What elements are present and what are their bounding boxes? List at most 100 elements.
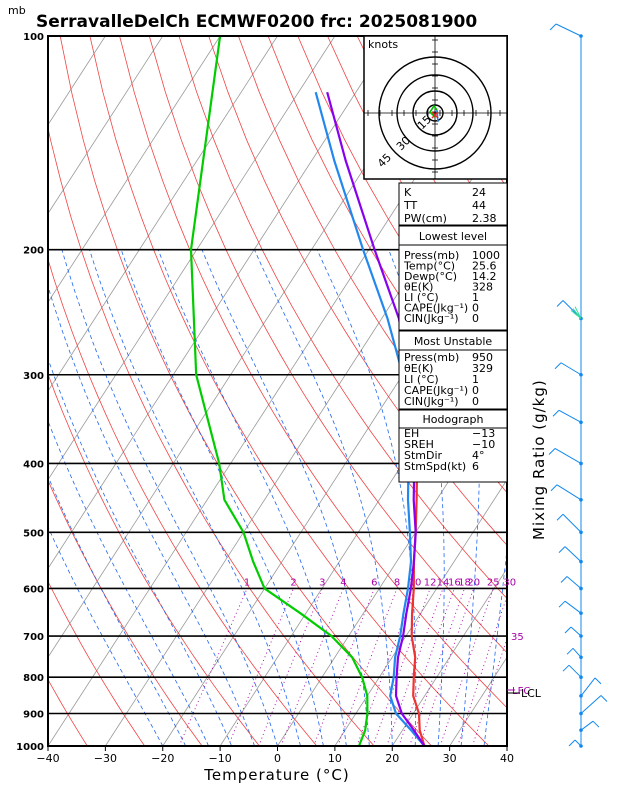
index-label-k: K (404, 186, 412, 199)
wind-barb-dot (579, 744, 583, 748)
isotherm-line (48, 36, 278, 392)
wind-barb-flag (564, 626, 572, 634)
wind-barb (562, 513, 582, 533)
lowest-level-row-value: 0 (472, 312, 479, 325)
pressure-tick-label: 500 (23, 528, 44, 539)
moist-adiabat (48, 419, 209, 746)
wind-barb-flag (556, 513, 564, 521)
dry-adiabat (48, 373, 260, 746)
mixing-ratio-line (227, 588, 294, 746)
hodograph-label: knots (368, 38, 398, 51)
mixing-ratio-label: 30 (503, 577, 516, 588)
pressure-tick-label: 400 (23, 459, 44, 470)
lowest-level-row-value: 0 (472, 302, 479, 315)
storm-motion-marker (431, 111, 439, 119)
wind-barb-dot (579, 586, 583, 591)
moist-adiabat (120, 249, 324, 746)
lowest-level-row-label: Press(mb) (404, 249, 459, 262)
x-tick-label: −30 (94, 752, 117, 765)
wind-barb-flag (552, 409, 560, 417)
wind-barb (580, 695, 602, 714)
lowest-level-row-label: Dewp(°C) (404, 270, 457, 283)
isotherm-line (48, 36, 221, 303)
dry-adiabat (565, 36, 618, 746)
wind-barb-flag (550, 484, 558, 492)
mixing-ratio-label: 4 (340, 577, 346, 588)
most-unstable-title: Most Unstable (414, 335, 493, 348)
wind-barb-flag (558, 600, 566, 608)
wind-barb (572, 647, 582, 658)
profile-line-1 (189, 36, 369, 746)
wind-barb-flag (549, 23, 557, 31)
mixing-ratio-label: 18 (458, 577, 471, 588)
lowest-level-row-label: θE(K) (404, 281, 433, 294)
dry-adiabat (48, 678, 88, 746)
x-tick-label: 10 (328, 752, 342, 765)
wind-barb-dot (579, 461, 583, 466)
indices-table: K 24 TT 44 PW(cm) 2.38 Lowest level Pres… (398, 182, 508, 483)
most-unstable-row-value: 0 (472, 384, 479, 397)
x-tick-label: 0 (274, 752, 281, 765)
isotherm-line (48, 36, 106, 126)
lowest-level-row-label: Temp(°C) (403, 260, 455, 273)
mixing-ratio-line (258, 588, 323, 746)
wind-barb-dot (579, 559, 583, 564)
most-unstable-row-value: 0 (472, 395, 479, 408)
most-unstable-row-label: CIN(Jkg⁻¹) (404, 395, 459, 408)
dry-adiabat (119, 36, 507, 709)
profile-line-2 (314, 91, 426, 746)
lowest-level-row-label: LI (°C) (404, 291, 439, 304)
hodograph-stats-row-value: −10 (472, 438, 495, 451)
mixing-ratio-label: 25 (487, 577, 500, 588)
lowest-level-box (398, 225, 508, 331)
wind-barb (555, 23, 582, 37)
wind-barb-flag (562, 664, 570, 672)
mixing-ratio-line (457, 595, 507, 746)
mixing-ratio-label: 12 (424, 577, 437, 588)
wind-barb-dot (579, 655, 583, 660)
wind-barb (554, 448, 582, 464)
lowest-level-row-value: 25.6 (472, 260, 497, 273)
lowest-level-row-value: 1000 (472, 249, 500, 262)
dry-adiabat (238, 36, 507, 494)
wind-barb (564, 546, 582, 563)
index-label-tt: TT (403, 199, 418, 212)
wind-barb-dot (579, 497, 583, 502)
most-unstable-row-value: 329 (472, 362, 493, 375)
moist-adiabat (483, 545, 507, 746)
wind-barb-dot (579, 372, 583, 377)
isotherm-line (162, 212, 507, 746)
hodograph-stats-title: Hodograph (423, 413, 484, 426)
wind-barb-dot (579, 728, 583, 732)
mixing-ratio-label: 35 (511, 632, 524, 643)
index-value-tt: 44 (472, 199, 486, 212)
x-tick-label: 20 (385, 752, 399, 765)
lowest-level-row-label: CIN(Jkg⁻¹) (404, 312, 459, 325)
background-lines (48, 36, 618, 746)
wind-barb-flag (566, 647, 574, 655)
lowest-level-row-value: 328 (472, 281, 493, 294)
most-unstable-row-label: Press(mb) (404, 351, 459, 364)
dry-adiabat (59, 36, 432, 746)
dry-adiabat (48, 126, 375, 746)
hodograph-stats-row-value: −13 (472, 427, 495, 440)
x-axis-label: Temperature (°C) (203, 766, 349, 784)
wind-barb-flag (592, 720, 600, 728)
wind-barb-flag (600, 695, 608, 702)
dry-adiabat (148, 36, 507, 654)
hodograph-stats-row-label: EH (404, 427, 419, 440)
wind-barb-dot (579, 34, 583, 38)
x-tick-label: 40 (500, 752, 514, 765)
mixing-ratio-label: 3 (319, 577, 325, 588)
pressure-tick-label: 300 (23, 371, 44, 382)
pressure-tick-label: 1000 (16, 742, 44, 753)
x-tick-label: −10 (209, 752, 232, 765)
unit-mb: mb (8, 4, 26, 17)
lowest-level-title: Lowest level (419, 230, 487, 243)
wind-barb-flag (568, 739, 576, 747)
mixing-ratio-label: 20 (467, 577, 480, 588)
most-unstable-row-value: 950 (472, 351, 493, 364)
isotherm-line (48, 36, 336, 481)
dry-adiabat (48, 580, 146, 746)
